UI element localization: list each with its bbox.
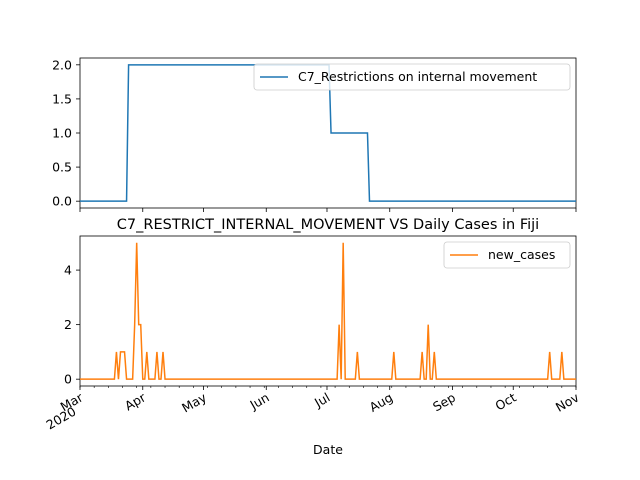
restrictions-y-tick-label: 1.0 bbox=[52, 126, 72, 141]
x-axis-label: Date bbox=[313, 442, 343, 457]
cases-legend-box bbox=[443, 241, 571, 269]
cases-legend: new_cases bbox=[443, 241, 571, 269]
chart-title: C7_RESTRICT_INTERNAL_MOVEMENT VS Daily C… bbox=[117, 217, 539, 233]
restrictions-y-tick-label: 1.5 bbox=[52, 91, 72, 106]
restrictions-legend-box bbox=[253, 63, 571, 91]
cases-series-line bbox=[80, 242, 576, 380]
cases-y-tick-label: 0 bbox=[64, 372, 72, 387]
restrictions-y-tick-label: 0.0 bbox=[52, 194, 72, 209]
restrictions-x-ticks bbox=[79, 208, 577, 212]
cases-y-tick-label: 2 bbox=[64, 317, 72, 332]
cases-legend-label: new_cases bbox=[488, 247, 555, 262]
panel-restrictions: 0.0 0.5 1.0 1.5 2.0 C7_Restrictions on inter… bbox=[52, 57, 577, 212]
restrictions-y-tick-label: 2.0 bbox=[52, 57, 72, 72]
restrictions-series-line bbox=[80, 64, 576, 202]
restrictions-y-ticks: 0.0 0.5 1.0 1.5 2.0 bbox=[52, 57, 80, 209]
cases-y-tick-label: 4 bbox=[64, 263, 72, 278]
panel-new-cases: C7_RESTRICT_INTERNAL_MOVEMENT VS Daily C… bbox=[43, 217, 582, 457]
cases-y-ticks: 0 2 4 bbox=[64, 263, 80, 387]
restrictions-legend-label: C7_Restrictions on internal movement bbox=[298, 69, 537, 84]
cases-x-tick-label: Jul bbox=[311, 390, 332, 411]
restrictions-y-tick-label: 0.5 bbox=[52, 160, 72, 175]
restrictions-legend: C7_Restrictions on internal movement bbox=[253, 63, 571, 91]
